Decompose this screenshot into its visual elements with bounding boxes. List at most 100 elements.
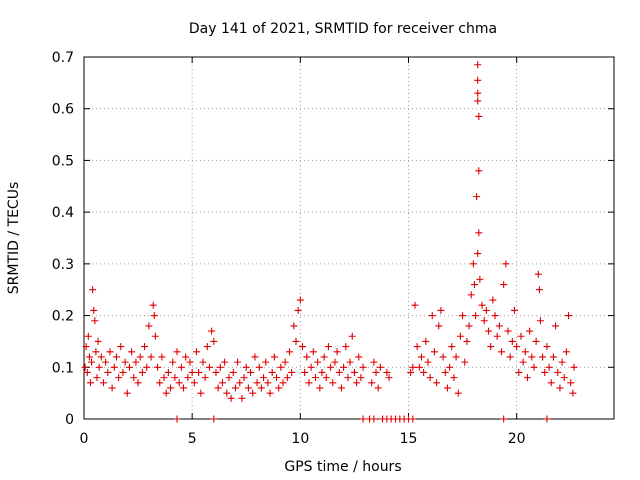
data-point xyxy=(355,353,363,361)
data-point xyxy=(426,374,434,382)
data-point xyxy=(560,374,568,382)
data-point xyxy=(532,337,540,345)
data-point xyxy=(370,415,378,423)
data-point xyxy=(498,348,506,356)
data-point xyxy=(569,389,577,397)
data-point xyxy=(88,358,96,366)
data-point xyxy=(515,368,523,376)
data-point xyxy=(357,374,365,382)
data-point xyxy=(121,358,129,366)
data-point xyxy=(99,379,107,387)
data-point xyxy=(184,374,192,382)
data-point xyxy=(273,374,281,382)
data-point xyxy=(541,368,549,376)
data-point xyxy=(454,389,462,397)
data-point xyxy=(186,358,194,366)
data-point xyxy=(335,368,343,376)
data-point xyxy=(500,281,508,289)
data-point xyxy=(89,286,97,294)
data-point xyxy=(160,374,168,382)
data-point xyxy=(110,363,118,371)
data-point xyxy=(500,415,508,423)
data-point xyxy=(469,260,477,268)
data-point xyxy=(535,286,543,294)
data-point xyxy=(199,358,207,366)
data-point xyxy=(91,317,99,325)
data-point xyxy=(383,368,391,376)
data-point xyxy=(231,384,239,392)
data-point xyxy=(475,229,483,237)
series-srmtid xyxy=(81,193,578,402)
data-point xyxy=(238,394,246,402)
data-point xyxy=(292,337,300,345)
data-point xyxy=(298,343,306,351)
data-point xyxy=(190,379,198,387)
data-point xyxy=(504,327,512,335)
data-point xyxy=(134,379,142,387)
data-point xyxy=(487,343,495,351)
data-point xyxy=(270,353,278,361)
data-point xyxy=(253,379,261,387)
data-point xyxy=(311,374,319,382)
data-point xyxy=(420,368,428,376)
data-point xyxy=(368,379,376,387)
data-point xyxy=(240,374,248,382)
data-point xyxy=(242,363,250,371)
data-point xyxy=(407,368,415,376)
data-point xyxy=(247,368,255,376)
data-point xyxy=(195,368,203,376)
data-point xyxy=(218,379,226,387)
data-point xyxy=(409,415,417,423)
data-point xyxy=(309,348,317,356)
data-point xyxy=(448,343,456,351)
data-point xyxy=(459,312,467,320)
data-point xyxy=(353,379,361,387)
data-point xyxy=(92,348,100,356)
data-point xyxy=(422,337,430,345)
data-point xyxy=(450,374,458,382)
data-point xyxy=(437,306,445,314)
data-point xyxy=(517,332,525,340)
data-point xyxy=(188,368,196,376)
data-point xyxy=(552,322,560,330)
data-point xyxy=(333,348,341,356)
data-point xyxy=(97,353,105,361)
data-point xyxy=(106,348,114,356)
data-point xyxy=(510,306,518,314)
data-point xyxy=(132,358,140,366)
data-point xyxy=(268,368,276,376)
y-tick-label: 0.1 xyxy=(52,360,74,376)
data-point xyxy=(175,379,183,387)
data-point xyxy=(104,368,112,376)
data-point xyxy=(182,353,190,361)
data-point xyxy=(465,322,473,330)
data-point xyxy=(296,296,304,304)
data-point xyxy=(264,379,272,387)
data-point xyxy=(475,112,483,120)
data-point xyxy=(301,368,309,376)
data-point xyxy=(216,363,224,371)
data-point xyxy=(474,61,482,69)
data-point xyxy=(340,363,348,371)
data-point xyxy=(154,363,162,371)
data-point xyxy=(567,379,575,387)
data-point xyxy=(201,374,209,382)
y-tick-label: 0.4 xyxy=(52,205,74,221)
data-point xyxy=(359,363,367,371)
data-point xyxy=(283,374,291,382)
data-point xyxy=(435,322,443,330)
data-point xyxy=(197,389,205,397)
data-point xyxy=(93,374,101,382)
data-point xyxy=(530,363,538,371)
data-point xyxy=(266,389,274,397)
data-point xyxy=(205,363,213,371)
data-point xyxy=(294,306,302,314)
data-point xyxy=(108,384,116,392)
data-point xyxy=(167,384,175,392)
data-point xyxy=(158,353,166,361)
data-point xyxy=(290,322,298,330)
data-point xyxy=(331,358,339,366)
data-point xyxy=(149,301,157,309)
data-point xyxy=(123,389,131,397)
data-point xyxy=(85,353,93,361)
